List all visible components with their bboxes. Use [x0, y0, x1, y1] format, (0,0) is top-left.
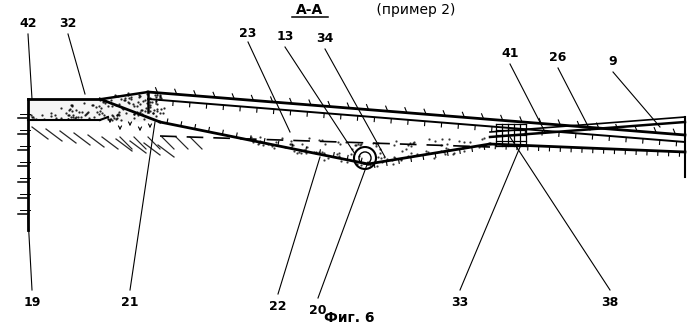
Polygon shape [28, 92, 160, 122]
Text: 42: 42 [20, 17, 37, 30]
Text: 34: 34 [317, 32, 333, 45]
Text: 22: 22 [269, 300, 287, 313]
Text: 32: 32 [59, 17, 77, 30]
Text: 20: 20 [309, 304, 326, 317]
Text: 21: 21 [121, 296, 138, 309]
Text: 33: 33 [452, 296, 468, 309]
Text: А-А: А-А [296, 3, 324, 17]
Text: 23: 23 [239, 27, 257, 40]
Text: 26: 26 [549, 51, 567, 64]
Text: Фиг. 6: Фиг. 6 [324, 311, 374, 325]
Text: (пример 2): (пример 2) [372, 3, 455, 17]
Text: 13: 13 [276, 30, 294, 43]
Text: 19: 19 [23, 296, 41, 309]
Text: 41: 41 [501, 47, 519, 60]
Text: 38: 38 [601, 296, 619, 309]
Text: 9: 9 [609, 55, 617, 68]
